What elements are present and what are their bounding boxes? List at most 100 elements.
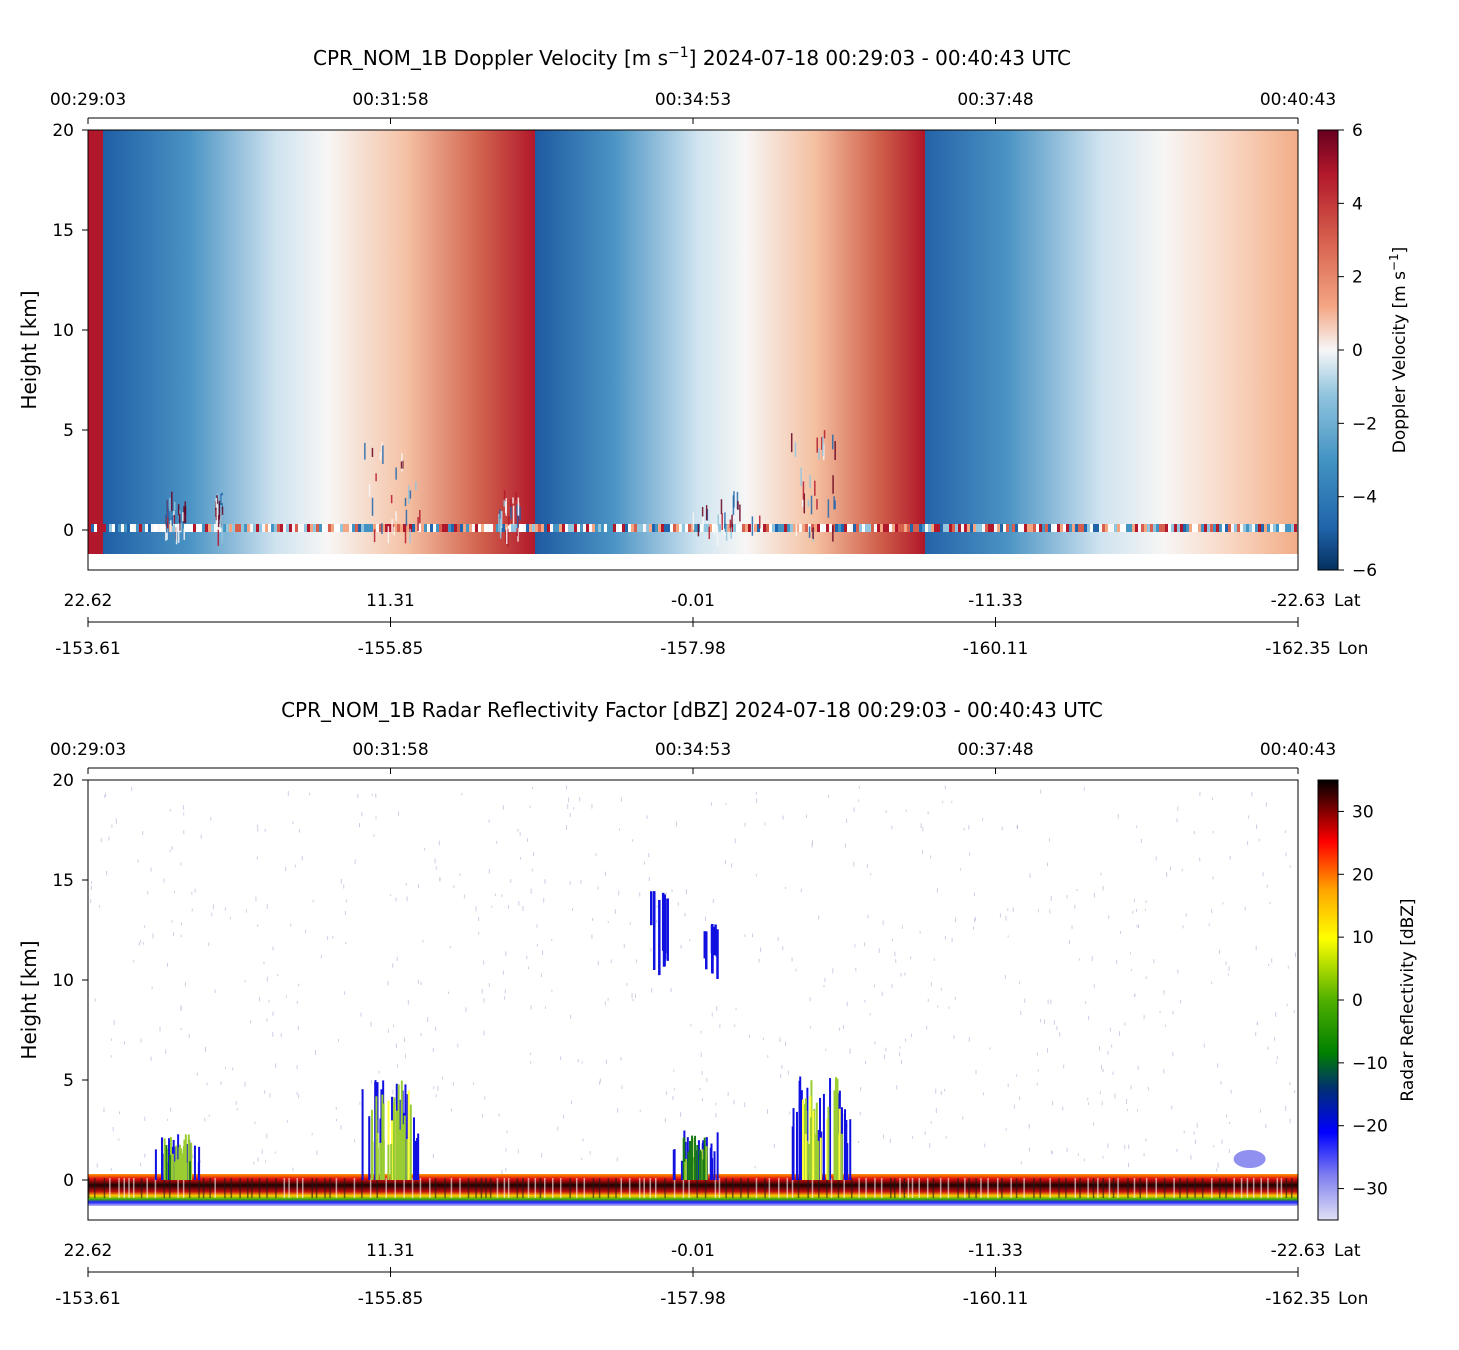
clutter-strip bbox=[448, 524, 451, 532]
noise-dot bbox=[405, 883, 407, 886]
speckle-mark bbox=[517, 497, 520, 516]
noise-dot bbox=[1181, 868, 1183, 872]
clutter-strip bbox=[970, 524, 973, 532]
clutter-strip bbox=[613, 524, 616, 532]
noise-dot bbox=[484, 1096, 486, 1100]
clutter-strip bbox=[118, 524, 121, 532]
noise-dot bbox=[297, 1025, 299, 1031]
noise-dot bbox=[1005, 1128, 1007, 1131]
speckle-mark bbox=[751, 516, 754, 536]
noise-dot bbox=[1101, 1064, 1103, 1070]
clutter-strip bbox=[514, 524, 517, 532]
speckle-mark bbox=[834, 500, 836, 510]
speckle-mark bbox=[833, 496, 835, 510]
noise-dot bbox=[1017, 824, 1019, 830]
noise-dot bbox=[1005, 915, 1007, 921]
clutter-strip bbox=[1078, 524, 1081, 532]
clutter-strip bbox=[913, 524, 916, 532]
noise-dot bbox=[532, 786, 534, 790]
clutter-strip bbox=[1015, 524, 1018, 532]
noise-dot bbox=[301, 855, 303, 861]
noise-dot bbox=[680, 1112, 682, 1117]
clutter-strip bbox=[1294, 524, 1297, 532]
surface-stripe bbox=[258, 1178, 261, 1198]
clutter-strip bbox=[910, 524, 913, 532]
noise-dot bbox=[954, 996, 956, 1000]
speckle-mark bbox=[170, 520, 172, 533]
clutter-strip bbox=[634, 524, 637, 532]
clutter-strip bbox=[457, 524, 460, 532]
noise-dot bbox=[551, 938, 553, 941]
noise-dot bbox=[504, 996, 506, 1000]
clutter-strip bbox=[1069, 524, 1072, 532]
noise-dot bbox=[1107, 1051, 1109, 1055]
noise-dot bbox=[874, 1041, 876, 1045]
surface-stripe bbox=[283, 1178, 286, 1198]
clutter-strip bbox=[322, 524, 325, 532]
clutter-strip bbox=[1036, 524, 1039, 532]
clutter-strip bbox=[784, 524, 787, 532]
clutter-strip bbox=[592, 524, 595, 532]
noise-dot bbox=[1102, 1155, 1104, 1159]
cirrus-streak bbox=[703, 931, 707, 959]
clutter-strip bbox=[880, 524, 883, 532]
noise-dot bbox=[1053, 1020, 1055, 1025]
clutter-strip bbox=[349, 524, 352, 532]
noise-dot bbox=[542, 950, 544, 955]
noise-dot bbox=[528, 966, 530, 970]
noise-dot bbox=[782, 815, 784, 820]
cell-core-column bbox=[375, 1096, 378, 1180]
y-tick-label: 0 bbox=[63, 521, 74, 541]
noise-dot bbox=[591, 934, 593, 939]
speckle-mark bbox=[503, 500, 506, 507]
surface-stripe bbox=[1186, 1178, 1189, 1198]
surface-stripe bbox=[996, 1178, 999, 1198]
time-tick-label: 00:37:48 bbox=[957, 90, 1033, 110]
clutter-strip bbox=[1090, 524, 1093, 532]
noise-dot bbox=[94, 998, 96, 1002]
noise-dot bbox=[1062, 1106, 1064, 1111]
noise-dot bbox=[505, 1148, 507, 1152]
clutter-strip bbox=[181, 524, 184, 532]
noise-dot bbox=[1164, 1024, 1166, 1027]
doppler-colorbar-label: Doppler Velocity [m s−1] bbox=[1387, 247, 1410, 454]
clutter-strip bbox=[769, 524, 772, 532]
clutter-strip bbox=[1039, 524, 1042, 532]
clutter-strip bbox=[91, 524, 94, 532]
speckle-mark bbox=[800, 467, 802, 487]
noise-dot bbox=[924, 1131, 926, 1135]
surface-stripe bbox=[1285, 1178, 1288, 1198]
noise-dot bbox=[457, 1043, 459, 1048]
clutter-strip bbox=[265, 524, 268, 532]
speckle-mark bbox=[381, 442, 383, 455]
clutter-strip bbox=[886, 524, 889, 532]
clutter-strip bbox=[373, 524, 376, 532]
noise-dot bbox=[110, 1168, 112, 1171]
noise-dot bbox=[378, 1070, 380, 1074]
noise-dot bbox=[453, 885, 455, 889]
time-tick-label: 00:29:03 bbox=[50, 740, 126, 760]
noise-dot bbox=[1145, 1138, 1147, 1142]
speckle-mark bbox=[814, 480, 816, 496]
speckle-mark bbox=[215, 501, 218, 521]
clutter-strip bbox=[553, 524, 556, 532]
noise-dot bbox=[1177, 806, 1179, 811]
noise-dot bbox=[1047, 999, 1049, 1005]
speckle-mark bbox=[717, 514, 719, 526]
noise-dot bbox=[1194, 1139, 1196, 1145]
cell-core-column bbox=[808, 1143, 811, 1180]
noise-dot bbox=[805, 814, 807, 818]
noise-dot bbox=[1274, 1036, 1276, 1041]
cell-edge-column bbox=[361, 1089, 364, 1180]
noise-dot bbox=[274, 1151, 276, 1154]
speckle-mark bbox=[417, 517, 419, 531]
surface-stripe bbox=[747, 1178, 749, 1198]
surface-stripe bbox=[403, 1178, 405, 1198]
speckle-mark bbox=[419, 509, 421, 523]
noise-dot bbox=[789, 1111, 791, 1115]
clutter-strip bbox=[1060, 524, 1063, 532]
clutter-strip bbox=[1108, 524, 1111, 532]
noise-dot bbox=[899, 1046, 901, 1049]
speckle-mark bbox=[171, 516, 174, 526]
noise-dot bbox=[544, 879, 546, 884]
